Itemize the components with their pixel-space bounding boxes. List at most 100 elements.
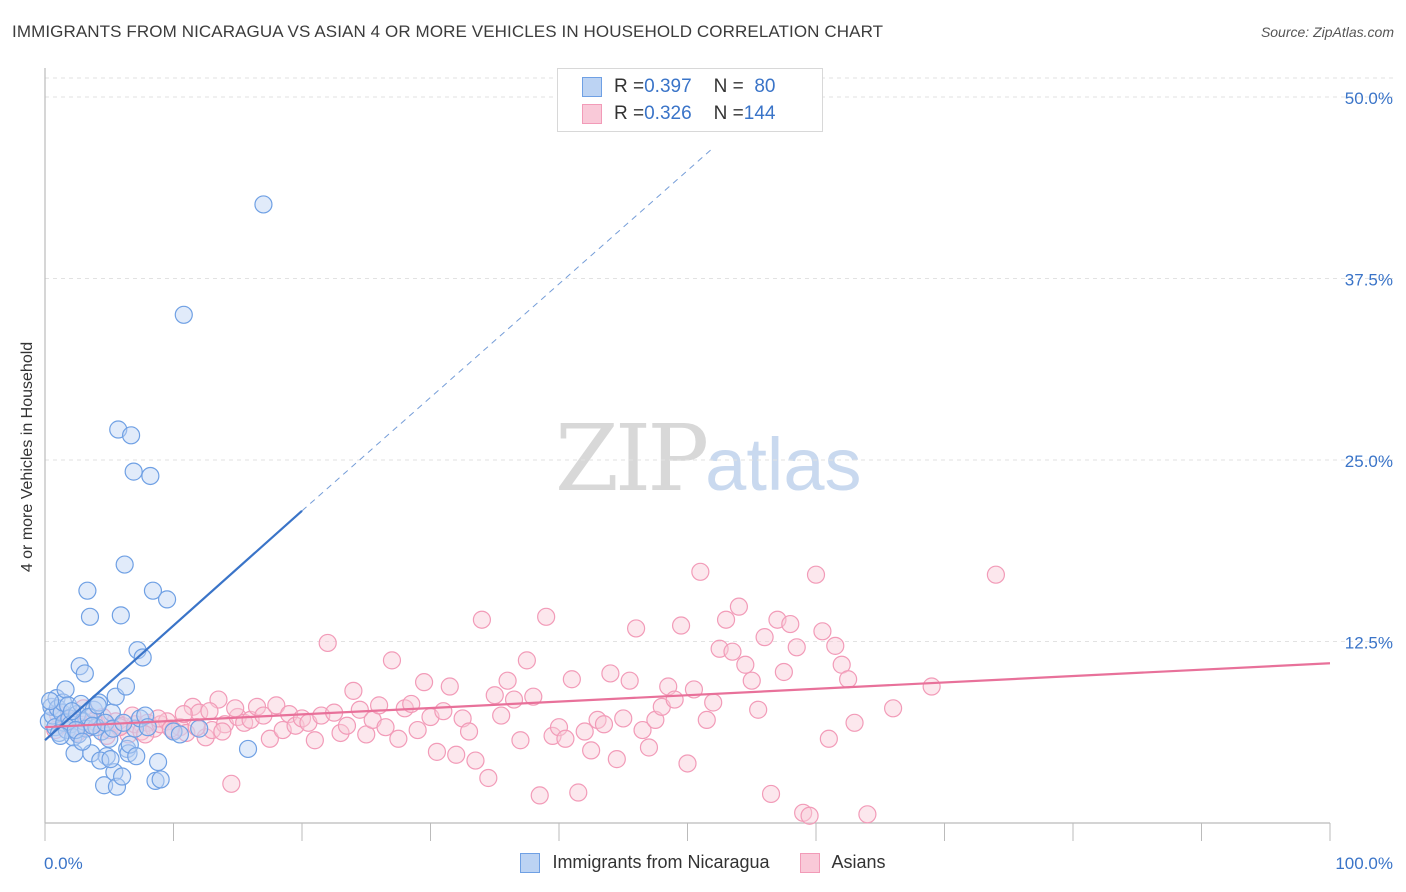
asians-point <box>200 702 219 721</box>
legend-item-asians[interactable]: Asians <box>799 852 886 873</box>
asians-point <box>504 690 524 709</box>
asians-point <box>562 670 581 689</box>
legend-n-label: N = <box>713 103 744 124</box>
asians-point <box>761 784 781 804</box>
asians-point <box>806 565 826 584</box>
nicaragua-point <box>107 777 127 796</box>
nicaragua-point <box>238 739 258 759</box>
asians-point <box>839 670 858 689</box>
asians-point <box>524 687 543 706</box>
asians-point <box>226 699 245 718</box>
asians-point <box>549 718 569 737</box>
y-tick-label: 37.5% <box>1345 271 1393 290</box>
legend-r-label: R = <box>614 103 645 124</box>
asians-point <box>408 720 427 740</box>
asians-point <box>749 700 768 719</box>
asians-point <box>626 619 646 638</box>
nicaragua-point <box>120 735 139 754</box>
nicaragua-point <box>127 747 146 766</box>
asians-point <box>485 686 504 705</box>
asians-point <box>350 700 369 719</box>
nicaragua-point <box>116 677 136 696</box>
nicaragua-point <box>51 726 70 745</box>
nicaragua-point <box>174 305 193 324</box>
asians-point <box>671 616 691 635</box>
asians-point <box>723 642 742 661</box>
tick-labels: 50.0% 37.5% 25.0% 12.5% 0.0% 100.0% <box>44 89 1393 873</box>
asians-point <box>755 628 774 647</box>
nicaragua-points <box>39 195 273 796</box>
trend-lines <box>44 147 1331 742</box>
asians-point <box>800 806 819 825</box>
asians-point <box>213 722 232 741</box>
legend-row-asians: R = 0.326 N = 144 <box>582 102 775 126</box>
asians-point <box>594 715 614 734</box>
asians-point <box>665 690 684 709</box>
nicaragua-point <box>92 722 111 741</box>
asians-point <box>704 693 723 712</box>
nicaragua-point <box>170 725 190 744</box>
legend-r-value: 0.326 <box>644 103 692 124</box>
asians-point <box>440 677 459 696</box>
nicaragua-point <box>124 462 143 481</box>
asians-point <box>575 722 594 741</box>
asians-point <box>742 671 761 690</box>
asians-point <box>318 633 337 653</box>
nicaragua-point <box>133 648 152 667</box>
asians-point <box>858 805 877 824</box>
nicaragua-point <box>136 706 155 725</box>
nicaragua-point <box>41 691 60 711</box>
nicaragua-point <box>190 719 209 738</box>
asians-point <box>434 702 453 721</box>
nicaragua-point <box>143 581 163 600</box>
asians-point <box>498 671 517 690</box>
asians-point <box>813 622 832 641</box>
asians-swatch <box>799 852 820 873</box>
chart-title: IMMIGRANTS FROM NICARAGUA VS ASIAN 4 OR … <box>12 22 884 41</box>
nicaragua-point <box>141 466 160 486</box>
asians-point <box>511 731 530 750</box>
asians-point <box>222 774 241 793</box>
nicaragua-point <box>88 696 107 715</box>
legend-r-label: R = <box>614 76 645 97</box>
asians-point <box>845 713 864 732</box>
watermark: ZIPatlas <box>555 405 861 512</box>
asians-points <box>46 562 1006 825</box>
asians-point <box>826 636 845 655</box>
nicaragua-point <box>75 664 94 683</box>
asians-trend-line <box>44 662 1331 729</box>
x-tick-label: 0.0% <box>44 854 83 873</box>
watermark-zip: ZIP <box>555 405 709 512</box>
legend-r-value: 0.397 <box>644 76 692 97</box>
asians-point <box>716 610 736 629</box>
asians-point <box>389 729 408 748</box>
asians-point <box>697 710 716 730</box>
asians-point <box>787 638 806 657</box>
asians-point <box>427 742 447 761</box>
asians-point <box>466 751 485 770</box>
nicaragua-trend-line <box>44 509 303 742</box>
asians-point <box>382 651 402 670</box>
asians-point <box>639 738 659 757</box>
asians-point <box>492 706 511 725</box>
asians-point <box>479 768 498 788</box>
asians-point <box>556 729 575 748</box>
asians-point <box>530 786 549 805</box>
asians-point <box>620 671 639 690</box>
asians-point <box>601 664 620 683</box>
asians-point <box>819 729 838 748</box>
legend-n-label: N = <box>713 76 744 97</box>
nicaragua-point <box>68 704 87 724</box>
asians-point <box>260 729 279 748</box>
asians-point <box>414 673 434 692</box>
nicaragua-point <box>115 555 134 574</box>
asians-point <box>267 696 286 715</box>
correlation-legend: R = 0.397 N = 80 R = 0.326 N = 144 <box>557 68 823 132</box>
legend-item-nicaragua[interactable]: Immigrants from Nicaragua <box>520 852 770 873</box>
nicaragua-point <box>62 702 82 721</box>
asians-point <box>569 783 588 802</box>
asians-point <box>633 720 652 740</box>
asians-point <box>774 662 793 682</box>
watermark-atlas: atlas <box>705 423 862 506</box>
asians-point <box>678 754 697 773</box>
